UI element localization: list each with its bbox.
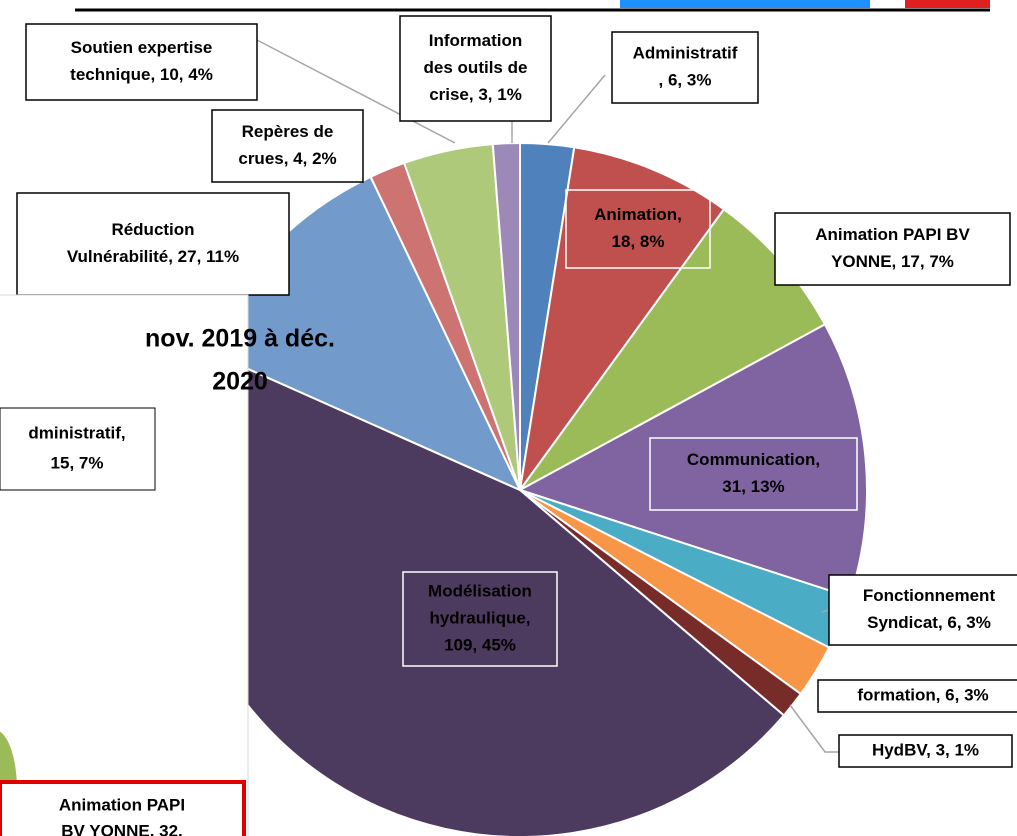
pie	[172, 141, 868, 836]
overlay-panel: nov. 2019 à déc. 2020 dministratif, 15, 7% A…	[0, 294, 335, 836]
leader-line	[547, 74, 606, 144]
leader-line	[821, 609, 830, 613]
label-box	[611, 31, 759, 104]
data-label: YONNE, 17, 7%	[831, 252, 954, 271]
label-box	[838, 734, 1013, 768]
label-box	[828, 574, 1017, 646]
annotation: 15, 7%	[51, 453, 104, 472]
annotation: Animation PAPI	[59, 795, 185, 814]
data-label: Fonctionnement	[863, 586, 996, 605]
label-box	[16, 192, 290, 296]
data-label: Animation,	[594, 205, 682, 224]
data-label: technique, 10, 4%	[70, 65, 213, 84]
title-bar-red	[905, 0, 990, 8]
data-label: , 6, 3%	[659, 70, 712, 89]
title-bar-blue	[620, 0, 870, 8]
data-label: Soutien expertise	[71, 38, 213, 57]
data-label: Administratif	[633, 43, 738, 62]
data-label: formation, 6, 3%	[857, 685, 988, 704]
pie-slice	[519, 146, 726, 491]
data-label: Modélisation	[428, 581, 532, 600]
pie-slice	[517, 323, 868, 599]
label-box	[774, 212, 1011, 286]
label-box	[211, 109, 364, 183]
data-label: des outils de	[424, 58, 528, 77]
data-label: HydBV, 3, 1%	[872, 740, 979, 759]
data-label: 31, 13%	[722, 477, 784, 496]
label-box	[402, 571, 558, 667]
leader-line	[789, 704, 839, 753]
data-label: crues, 4, 2%	[238, 149, 336, 168]
label-box	[0, 780, 246, 836]
label-box	[817, 679, 1017, 713]
data-label: 18, 8%	[612, 232, 665, 251]
data-label: Réduction	[111, 220, 194, 239]
data-label: Information	[429, 31, 523, 50]
data-label: Communication,	[687, 450, 820, 469]
label-box	[565, 189, 711, 269]
label-box	[25, 23, 258, 101]
annotation: 2020	[212, 368, 268, 396]
data-label: Vulnérabilité, 27, 11%	[67, 247, 239, 266]
label-box	[649, 437, 858, 511]
data-label: Repères de	[242, 122, 334, 141]
pie-slice	[491, 141, 521, 491]
panel	[0, 294, 249, 836]
data-label: Animation PAPI BV	[815, 225, 970, 244]
label-box	[0, 407, 156, 491]
labels: Administratif , 6, 3% Animation, 18, 8% Anim…	[16, 15, 1017, 768]
title-area	[75, 0, 990, 10]
label-box	[399, 15, 552, 122]
annotation: dministratif,	[28, 423, 125, 442]
annotation: BV YONNE, 32,	[61, 821, 183, 836]
data-label: Syndicat, 6, 3%	[867, 613, 991, 632]
data-label: crise, 3, 1%	[429, 85, 522, 104]
data-label: 109, 45%	[444, 635, 516, 654]
data-label: hydraulique,	[429, 608, 530, 627]
annotation: nov. 2019 à déc.	[145, 325, 335, 353]
leader-line	[256, 39, 456, 144]
